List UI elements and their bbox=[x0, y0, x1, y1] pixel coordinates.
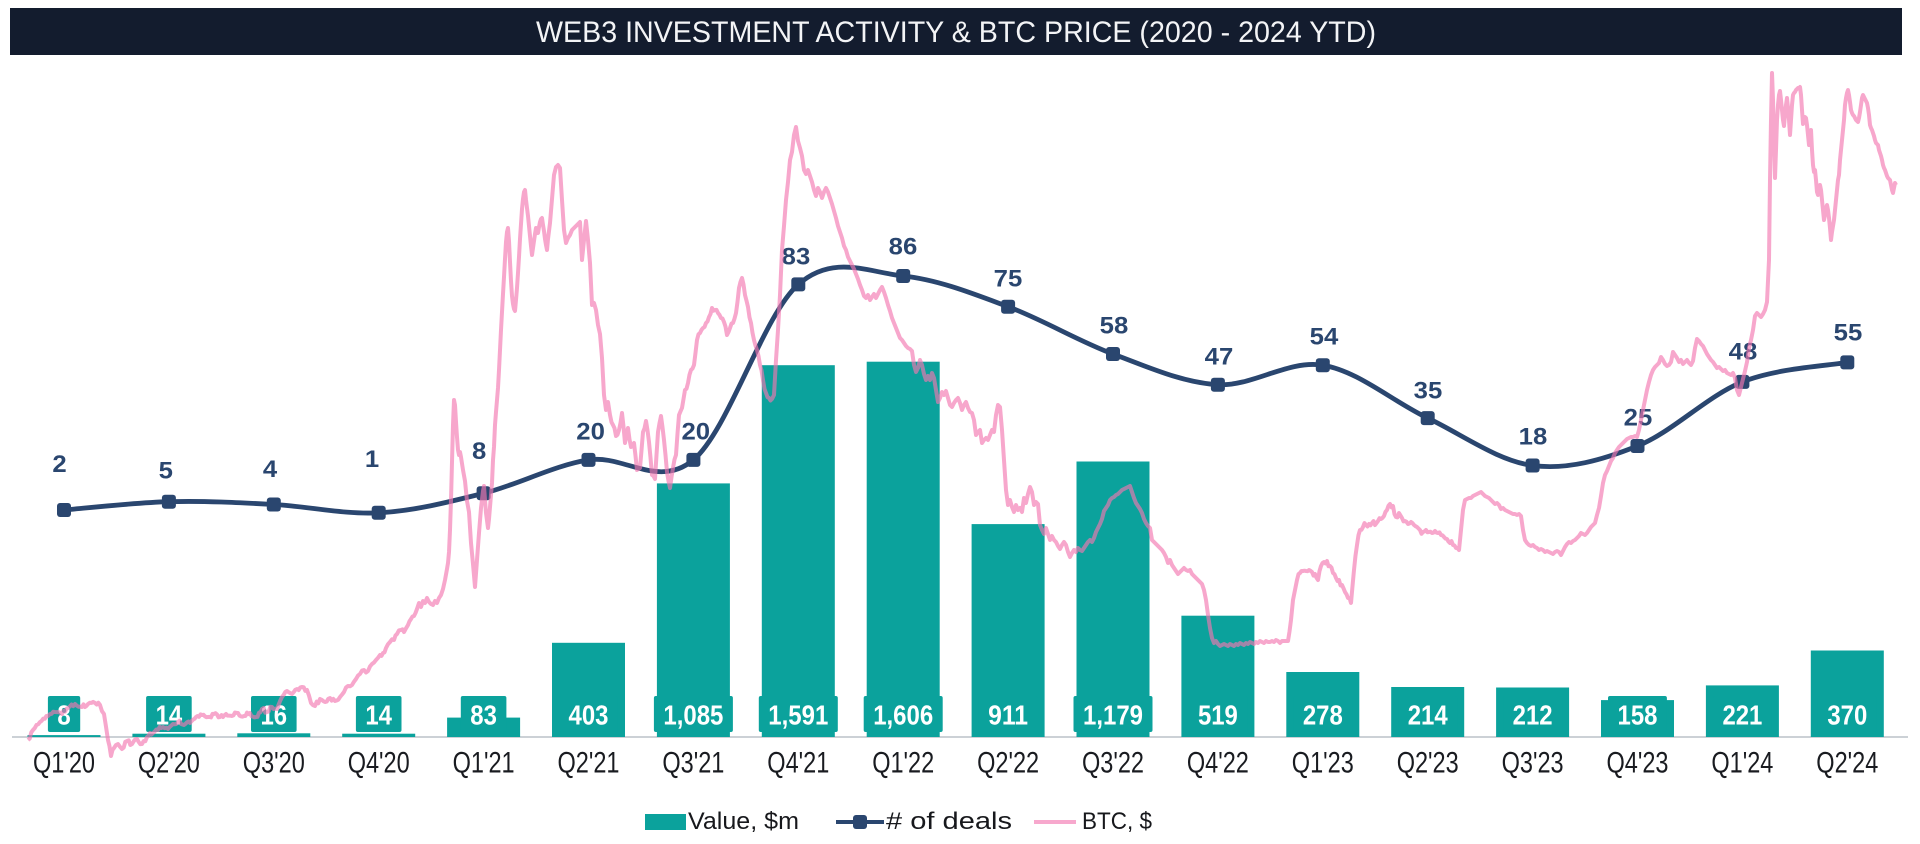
svg-text:35: 35 bbox=[1414, 378, 1443, 405]
svg-text:Q2'22: Q2'22 bbox=[977, 747, 1039, 780]
svg-text:20: 20 bbox=[682, 418, 711, 445]
svg-text:278: 278 bbox=[1303, 699, 1343, 730]
svg-text:47: 47 bbox=[1205, 344, 1234, 371]
svg-text:911: 911 bbox=[988, 699, 1028, 730]
svg-text:Q1'23: Q1'23 bbox=[1292, 747, 1354, 780]
svg-text:48: 48 bbox=[1729, 339, 1758, 366]
svg-text:1,085: 1,085 bbox=[663, 699, 723, 730]
svg-text:214: 214 bbox=[1408, 699, 1448, 730]
svg-text:Q4'22: Q4'22 bbox=[1187, 747, 1249, 780]
svg-text:20: 20 bbox=[576, 418, 605, 445]
svg-text:Q2'24: Q2'24 bbox=[1816, 747, 1878, 780]
svg-text:Q4'20: Q4'20 bbox=[348, 747, 410, 780]
svg-text:Q3'22: Q3'22 bbox=[1082, 747, 1144, 780]
svg-text:212: 212 bbox=[1513, 699, 1553, 730]
svg-text:Q3'23: Q3'23 bbox=[1502, 747, 1564, 780]
svg-text:1,606: 1,606 bbox=[873, 699, 933, 730]
svg-text:83: 83 bbox=[782, 244, 811, 271]
svg-text:BTC, $: BTC, $ bbox=[1082, 808, 1152, 835]
svg-text:1,179: 1,179 bbox=[1083, 699, 1143, 730]
svg-text:Q2'20: Q2'20 bbox=[138, 747, 200, 780]
svg-text:Q4'23: Q4'23 bbox=[1607, 747, 1669, 780]
svg-text:Q2'23: Q2'23 bbox=[1397, 747, 1459, 780]
svg-text:75: 75 bbox=[994, 266, 1023, 293]
svg-text:55: 55 bbox=[1834, 320, 1863, 347]
svg-text:370: 370 bbox=[1827, 699, 1867, 730]
svg-text:58: 58 bbox=[1100, 313, 1129, 340]
svg-text:2: 2 bbox=[52, 451, 66, 478]
svg-text:14: 14 bbox=[365, 699, 392, 730]
svg-text:Q3'20: Q3'20 bbox=[243, 747, 305, 780]
svg-text:1: 1 bbox=[365, 446, 379, 473]
svg-text:Value, $m: Value, $m bbox=[688, 808, 799, 835]
svg-text:221: 221 bbox=[1722, 699, 1762, 730]
svg-text:Q1'20: Q1'20 bbox=[33, 747, 95, 780]
svg-text:403: 403 bbox=[569, 699, 609, 730]
svg-text:# of deals: # of deals bbox=[886, 808, 1012, 835]
svg-text:Q4'21: Q4'21 bbox=[767, 747, 829, 780]
svg-text:16: 16 bbox=[261, 699, 288, 730]
svg-text:158: 158 bbox=[1618, 699, 1658, 730]
svg-text:Q2'21: Q2'21 bbox=[558, 747, 620, 780]
svg-text:Q3'21: Q3'21 bbox=[662, 747, 724, 780]
svg-text:Q1'22: Q1'22 bbox=[872, 747, 934, 780]
svg-text:519: 519 bbox=[1198, 699, 1238, 730]
svg-text:Q1'24: Q1'24 bbox=[1711, 747, 1773, 780]
svg-text:WEB3 INVESTMENT ACTIVITY & BTC: WEB3 INVESTMENT ACTIVITY & BTC PRICE (20… bbox=[536, 16, 1376, 49]
svg-text:54: 54 bbox=[1310, 324, 1339, 351]
svg-text:83: 83 bbox=[470, 699, 497, 730]
svg-text:Q1'21: Q1'21 bbox=[453, 747, 515, 780]
svg-text:5: 5 bbox=[159, 457, 173, 484]
svg-text:8: 8 bbox=[472, 438, 486, 465]
svg-text:8: 8 bbox=[57, 699, 70, 730]
svg-text:18: 18 bbox=[1519, 424, 1548, 451]
svg-text:86: 86 bbox=[889, 234, 918, 261]
svg-text:1,591: 1,591 bbox=[768, 699, 828, 730]
svg-text:4: 4 bbox=[263, 456, 278, 483]
